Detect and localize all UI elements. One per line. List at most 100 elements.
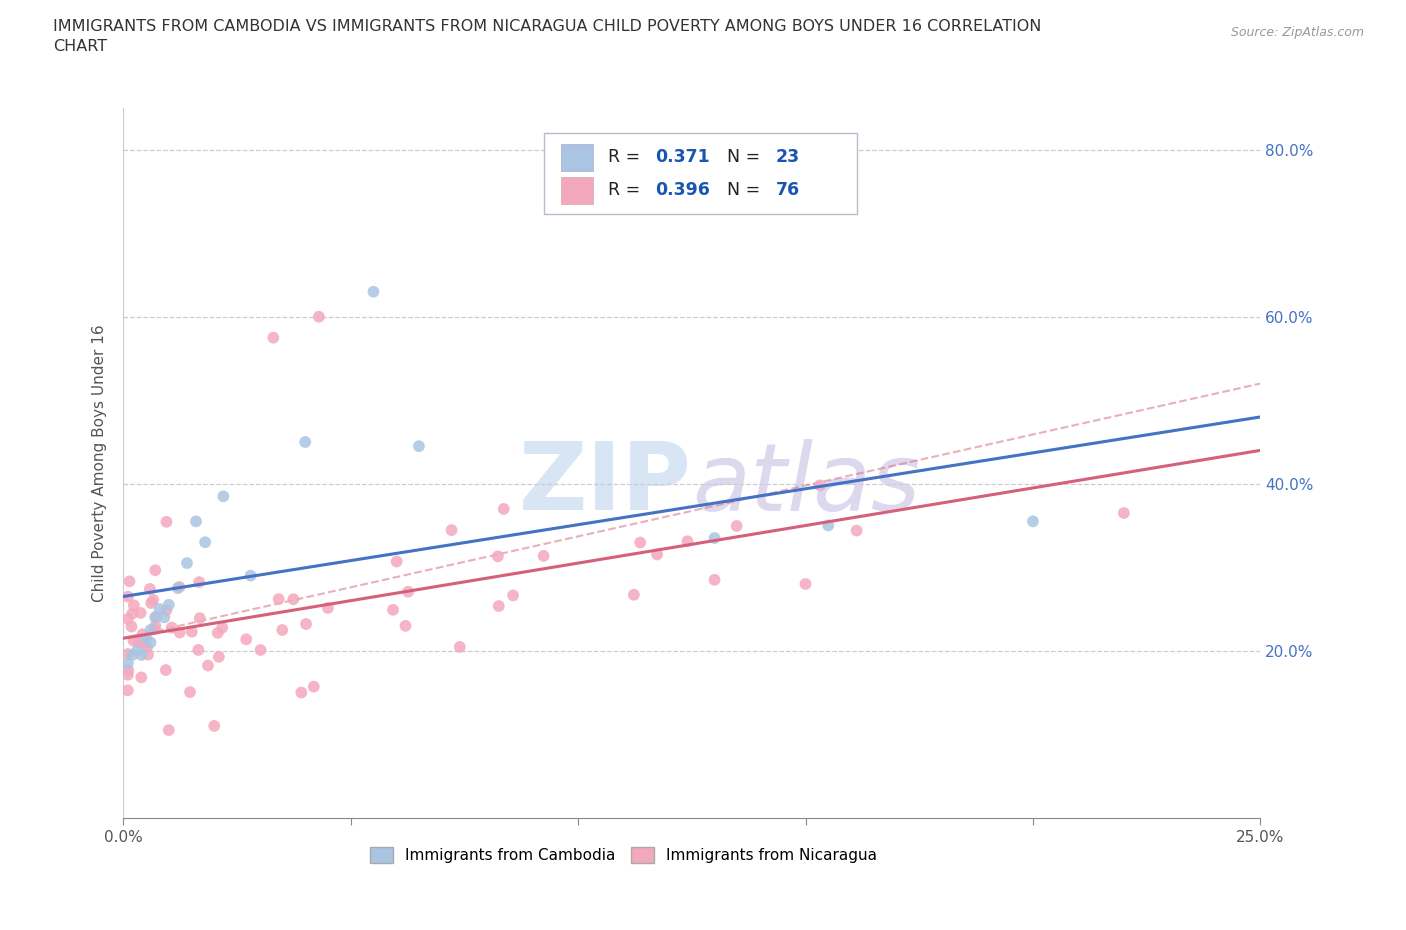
Point: [143, 621, 166, 636]
Text: 76: 76: [776, 181, 800, 199]
Point: [117, 656, 139, 671]
Point: [290, 685, 312, 700]
Point: [188, 575, 211, 590]
Point: [118, 574, 141, 589]
Point: [385, 554, 408, 569]
Point: [207, 626, 229, 641]
Point: [817, 518, 839, 533]
Point: [155, 662, 177, 677]
Point: [145, 609, 167, 624]
Point: [117, 612, 139, 627]
Text: N =: N =: [716, 181, 765, 199]
Point: [211, 620, 233, 635]
Text: CHART: CHART: [53, 39, 107, 54]
Point: [188, 611, 211, 626]
Text: ZIP: ZIP: [519, 438, 692, 530]
Point: [628, 535, 651, 550]
Point: [136, 640, 159, 655]
Point: [117, 683, 139, 698]
Point: [486, 549, 509, 564]
Point: [794, 577, 817, 591]
Point: [502, 588, 524, 603]
Point: [295, 617, 318, 631]
Point: [645, 547, 668, 562]
Point: [1022, 514, 1045, 529]
Point: [623, 588, 645, 603]
Point: [316, 601, 339, 616]
Point: [396, 584, 419, 599]
Text: IMMIGRANTS FROM CAMBODIA VS IMMIGRANTS FROM NICARAGUA CHILD POVERTY AMONG BOYS U: IMMIGRANTS FROM CAMBODIA VS IMMIGRANTS F…: [53, 19, 1042, 33]
Point: [121, 606, 143, 621]
Point: [157, 597, 180, 612]
Legend: Immigrants from Cambodia, Immigrants from Nicaragua: Immigrants from Cambodia, Immigrants fro…: [370, 847, 877, 863]
Text: 0.371: 0.371: [655, 148, 710, 166]
Point: [440, 523, 463, 538]
Point: [117, 646, 139, 661]
Point: [149, 602, 172, 617]
Point: [449, 640, 471, 655]
Point: [169, 625, 191, 640]
Point: [262, 330, 284, 345]
FancyBboxPatch shape: [561, 177, 593, 204]
Point: [308, 310, 330, 325]
Point: [235, 631, 257, 646]
Point: [129, 605, 152, 620]
Point: [202, 719, 225, 734]
Point: [267, 591, 290, 606]
Point: [283, 591, 305, 606]
Point: [153, 610, 176, 625]
Point: [408, 439, 430, 454]
Point: [845, 524, 868, 538]
Point: [703, 572, 725, 587]
Point: [363, 285, 385, 299]
Text: R =: R =: [607, 181, 645, 199]
Point: [492, 501, 515, 516]
Point: [125, 644, 148, 658]
Point: [176, 555, 198, 570]
Point: [197, 658, 219, 673]
Point: [131, 647, 153, 662]
Point: [122, 598, 145, 613]
Point: [676, 534, 699, 549]
FancyBboxPatch shape: [544, 133, 856, 215]
Y-axis label: Child Poverty Among Boys Under 16: Child Poverty Among Boys Under 16: [93, 324, 107, 602]
Point: [160, 620, 183, 635]
Point: [117, 590, 139, 604]
Point: [155, 603, 177, 618]
FancyBboxPatch shape: [561, 144, 593, 171]
Point: [212, 489, 235, 504]
Point: [169, 579, 191, 594]
Point: [155, 514, 177, 529]
Point: [131, 627, 153, 642]
Point: [533, 549, 555, 564]
Point: [180, 624, 202, 639]
Point: [239, 568, 262, 583]
Point: [184, 514, 207, 529]
Point: [117, 668, 139, 683]
Point: [142, 592, 165, 607]
Point: [294, 434, 316, 449]
Point: [131, 632, 153, 647]
Point: [139, 635, 162, 650]
Point: [703, 531, 725, 546]
Point: [139, 622, 162, 637]
Point: [725, 519, 748, 534]
Point: [187, 643, 209, 658]
Point: [157, 723, 180, 737]
Point: [143, 610, 166, 625]
Point: [122, 633, 145, 648]
Point: [208, 649, 231, 664]
Text: atlas: atlas: [692, 439, 920, 530]
Point: [488, 599, 510, 614]
Point: [141, 595, 163, 610]
Point: [271, 622, 294, 637]
Point: [1112, 506, 1135, 521]
Point: [302, 679, 325, 694]
Point: [194, 535, 217, 550]
Text: 0.396: 0.396: [655, 181, 710, 199]
Point: [394, 618, 416, 633]
Text: R =: R =: [607, 148, 645, 166]
Point: [121, 619, 143, 634]
Point: [127, 634, 149, 649]
Point: [121, 647, 143, 662]
